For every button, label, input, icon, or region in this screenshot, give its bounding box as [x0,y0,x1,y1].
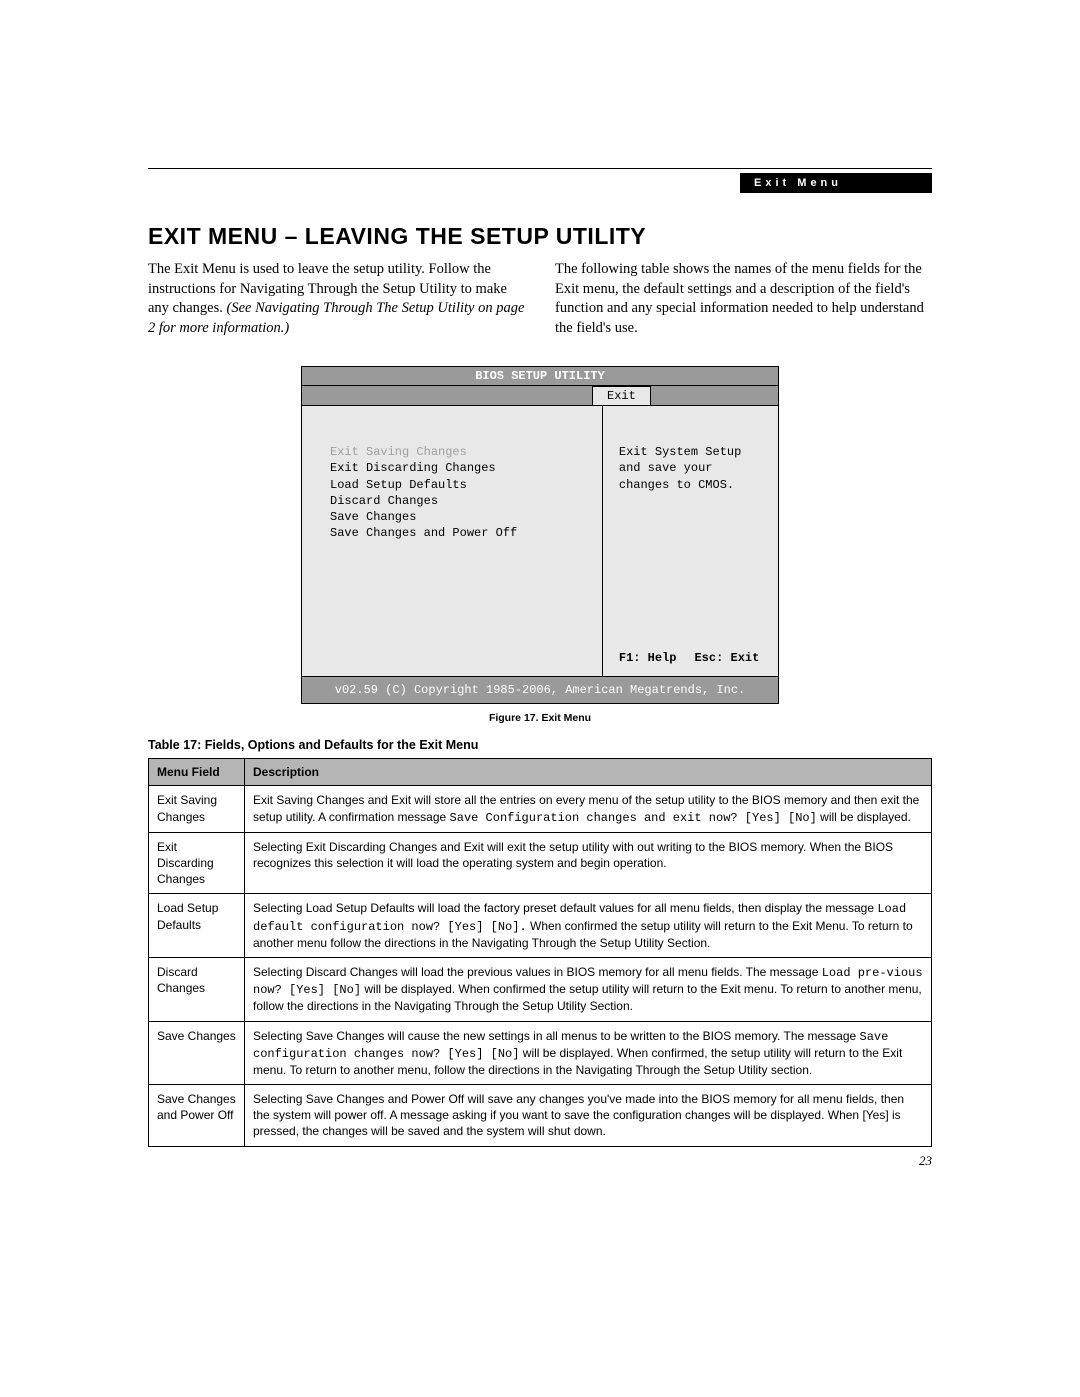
table-row: Exit Saving ChangesExit Saving Changes a… [149,786,932,832]
cell-menu-field: Exit Discarding Changes [149,832,245,894]
bios-menu-list: Exit Saving Changes Exit Discarding Chan… [302,406,602,676]
col-menu-field: Menu Field [149,759,245,786]
bios-body: Exit Saving Changes Exit Discarding Chan… [302,406,778,676]
table-row: Exit Discarding ChangesSelecting Exit Di… [149,832,932,894]
cell-menu-field: Save Changes [149,1021,245,1085]
cell-description: Exit Saving Changes and Exit will store … [245,786,932,832]
bios-figure: BIOS SETUP UTILITY Exit Exit Saving Chan… [301,366,779,704]
bios-menu-item: Load Setup Defaults [330,477,584,493]
figure-caption: Figure 17. Exit Menu [148,712,932,724]
bios-key-hints: F1: Help Esc: Exit [619,638,762,666]
cell-menu-field: Exit Saving Changes [149,786,245,832]
top-rule [148,168,932,169]
fields-table: Menu Field Description Exit Saving Chang… [148,758,932,1146]
cell-menu-field: Load Setup Defaults [149,894,245,958]
cell-menu-field: Discard Changes [149,957,245,1021]
intro-columns: The Exit Menu is used to leave the setup… [148,260,932,338]
bios-menu-item: Exit Saving Changes [330,444,584,460]
cell-description: Selecting Save Changes and Power Off wil… [245,1085,932,1147]
bios-title: BIOS SETUP UTILITY [302,367,778,386]
intro-left: The Exit Menu is used to leave the setup… [148,260,525,338]
cell-description: Selecting Save Changes will cause the ne… [245,1021,932,1085]
bios-menu-item: Discard Changes [330,493,584,509]
section-label: Exit Menu [740,173,932,193]
col-description: Description [245,759,932,786]
table-row: Load Setup DefaultsSelecting Load Setup … [149,894,932,958]
page-title: EXIT MENU – LEAVING THE SETUP UTILITY [148,223,932,250]
bios-esc-hint: Esc: Exit [694,650,759,666]
cell-description: Selecting Exit Discarding Changes and Ex… [245,832,932,894]
table-row: Discard ChangesSelecting Discard Changes… [149,957,932,1021]
bios-footer: v02.59 (C) Copyright 1985-2006, American… [302,676,778,703]
bios-help-text: Exit System Setup and save your changes … [619,444,762,493]
page-number: 23 [148,1153,932,1169]
bios-menu-item: Exit Discarding Changes [330,460,584,476]
cell-description: Selecting Load Setup Defaults will load … [245,894,932,958]
table-title: Table 17: Fields, Options and Defaults f… [148,738,932,752]
bios-f1-hint: F1: Help [619,650,677,666]
bios-menu-item: Save Changes [330,509,584,525]
bios-tab-exit: Exit [592,386,651,405]
intro-right: The following table shows the names of t… [555,260,932,338]
cell-description: Selecting Discard Changes will load the … [245,957,932,1021]
bios-help-panel: Exit System Setup and save your changes … [602,406,778,676]
bios-menu-item: Save Changes and Power Off [330,525,584,541]
table-row: Save ChangesSelecting Save Changes will … [149,1021,932,1085]
header-bar: Exit Menu [148,173,932,193]
table-row: Save Changes and Power OffSelecting Save… [149,1085,932,1147]
bios-tab-row: Exit [302,386,778,406]
cell-menu-field: Save Changes and Power Off [149,1085,245,1147]
